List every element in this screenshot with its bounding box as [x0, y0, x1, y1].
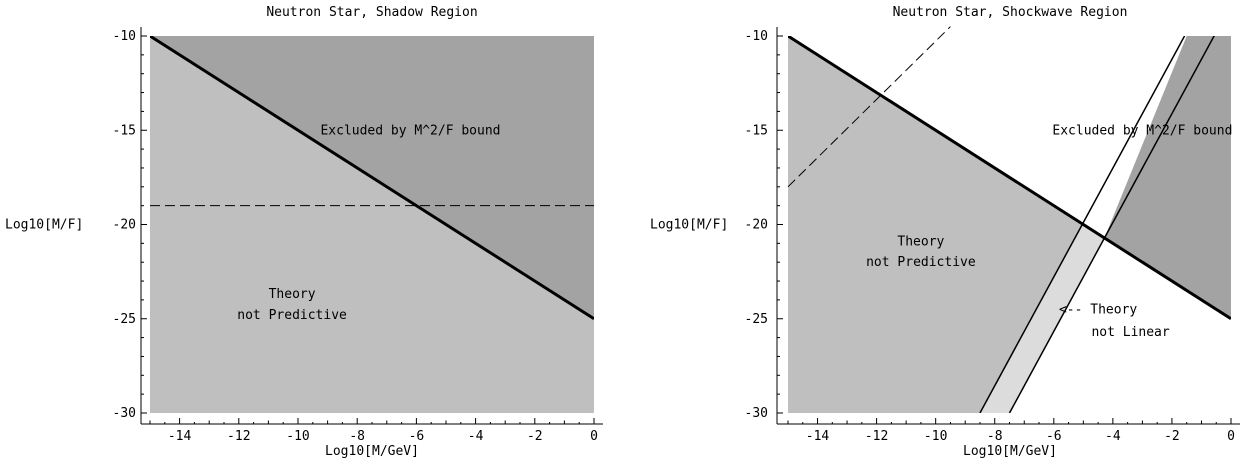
x-tick-label: -12 — [865, 429, 888, 444]
x-tick-label: -2 — [1164, 429, 1180, 444]
x-tick-label: -14 — [806, 429, 830, 444]
x-tick-label: -4 — [468, 429, 484, 444]
y-tick-label: -15 — [113, 123, 136, 138]
x-tick-label: -6 — [1046, 429, 1062, 444]
y-tick-label: -10 — [113, 29, 136, 44]
y-tick-label: -25 — [113, 312, 136, 327]
annotation: Excluded by M^2/F bound — [1052, 123, 1232, 138]
x-tick-label: -12 — [227, 429, 250, 444]
annotation: not Linear — [1091, 325, 1169, 340]
x-tick-label: 0 — [590, 429, 598, 444]
chart-panel-2: -14 -12 -10 -8 -6 -4 -2 0-30-25-20-15-10Neutron… — [650, 5, 1240, 459]
x-tick-label: -10 — [286, 429, 309, 444]
region-not-predictive — [150, 36, 594, 413]
annotation: not Predictive — [866, 255, 976, 270]
x-tick-label: -6 — [409, 429, 425, 444]
y-tick-label: -15 — [745, 123, 768, 138]
x-axis-label: Log10[M/GeV] — [963, 444, 1057, 459]
x-tick-label: 0 — [1227, 429, 1235, 444]
y-tick-label: -20 — [745, 218, 768, 233]
thin-line-3 — [1008, 36, 1215, 413]
annotation: Theory — [269, 287, 316, 302]
y-tick-label: -30 — [745, 406, 768, 421]
x-tick-label: -4 — [1105, 429, 1121, 444]
x-axis-label: Log10[M/GeV] — [325, 444, 419, 459]
thick-line-1 — [788, 36, 1231, 321]
x-tick-label: -8 — [349, 429, 365, 444]
thin-line-2 — [979, 36, 1186, 413]
annotation: Excluded by M^2/F bound — [320, 123, 500, 138]
region-not-predictive — [788, 36, 1084, 413]
y-tick-label: -25 — [745, 312, 768, 327]
x-tick-label: -10 — [924, 429, 947, 444]
x-tick-label: -2 — [527, 429, 543, 444]
chart-title: Neutron Star, Shockwave Region — [893, 5, 1128, 20]
chart-title: Neutron Star, Shadow Region — [266, 5, 477, 20]
annotation: <-- Theory — [1059, 302, 1137, 317]
annotation: Theory — [897, 234, 944, 249]
y-axis-label: Log10[M/F] — [650, 218, 728, 233]
chart-panel-1: -14 -12 -10 -8 -6 -4 -2 0-30-25-20-15-10Neutron… — [5, 5, 603, 459]
y-axis-label: Log10[M/F] — [5, 218, 83, 233]
x-tick-label: -14 — [168, 429, 192, 444]
thick-line-1 — [150, 36, 594, 321]
y-tick-label: -20 — [113, 218, 136, 233]
region-excluded — [788, 36, 1231, 319]
x-tick-label: -8 — [987, 429, 1003, 444]
y-tick-label: -10 — [745, 29, 768, 44]
region-not-linear — [979, 224, 1105, 413]
dashed-line-4 — [787, 26, 951, 188]
annotation: not Predictive — [237, 308, 347, 323]
y-tick-label: -30 — [113, 406, 136, 421]
